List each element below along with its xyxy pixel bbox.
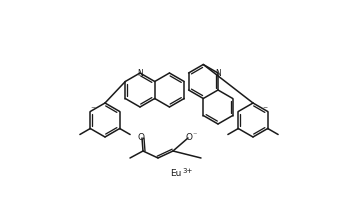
Text: ⁻: ⁻ xyxy=(193,130,197,139)
Text: ⁻: ⁻ xyxy=(91,105,96,116)
Text: N: N xyxy=(215,68,221,77)
Text: 3+: 3+ xyxy=(183,168,193,174)
Text: O: O xyxy=(137,134,145,143)
Text: O: O xyxy=(185,134,193,143)
Text: N: N xyxy=(137,68,143,77)
Text: ⁻: ⁻ xyxy=(262,105,267,116)
Text: Eu: Eu xyxy=(170,169,182,178)
